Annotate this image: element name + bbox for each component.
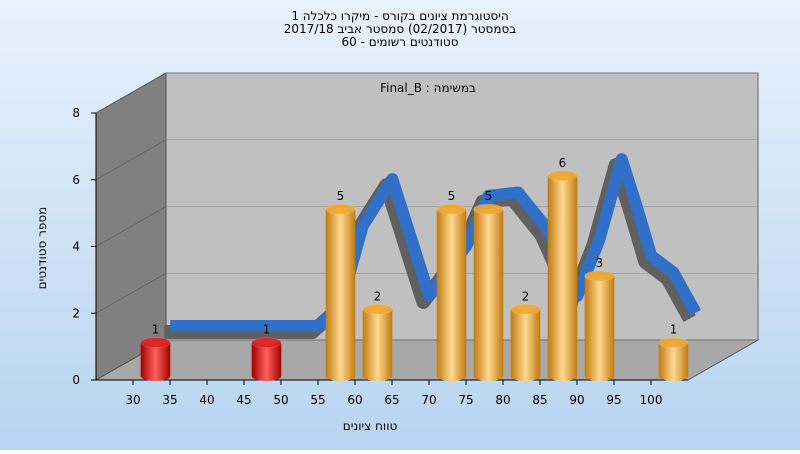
bar-base bbox=[658, 371, 689, 381]
x-tick-label: 50 bbox=[273, 393, 288, 407]
grid-line bbox=[95, 72, 167, 114]
bar-top bbox=[510, 303, 541, 315]
x-tick-label: 85 bbox=[532, 393, 547, 407]
title: היסטוגרמת ציונים בקורס - מיקרו כלכלה 1 ב… bbox=[284, 9, 516, 49]
subtitle: Final_B : במשימה bbox=[380, 81, 476, 95]
title-line: סטודנטים רשומים - 60 bbox=[341, 35, 458, 49]
grid-line bbox=[95, 139, 167, 181]
bar bbox=[140, 342, 171, 376]
bar-base bbox=[325, 371, 356, 381]
bar-base bbox=[473, 371, 504, 381]
bar-top bbox=[547, 170, 578, 182]
value-label: 1 bbox=[263, 323, 271, 337]
value-label: 3 bbox=[596, 256, 604, 270]
bar-top bbox=[658, 337, 689, 349]
title-line: היסטוגרמת ציונים בקורס - מיקרו כלכלה 1 bbox=[291, 9, 508, 23]
bar-base bbox=[251, 371, 282, 381]
value-label: 2 bbox=[374, 289, 382, 303]
x-tick-label: 30 bbox=[125, 393, 140, 407]
y-tick-label: 0 bbox=[72, 373, 80, 387]
bar-base bbox=[547, 371, 578, 381]
x-tick-label: 65 bbox=[384, 393, 399, 407]
y-tick-label: 6 bbox=[72, 173, 80, 187]
x-tick-label: 100 bbox=[640, 393, 663, 407]
bar-top bbox=[584, 270, 615, 282]
x-tick-label: 60 bbox=[347, 393, 362, 407]
grid-line bbox=[95, 206, 167, 247]
value-label: 6 bbox=[559, 156, 567, 170]
bar-base bbox=[510, 371, 541, 381]
bar-base bbox=[584, 371, 615, 381]
x-tick-label: 90 bbox=[569, 393, 584, 407]
bar-base bbox=[140, 371, 171, 381]
y-tick-label: 4 bbox=[72, 240, 80, 254]
bar-base bbox=[362, 371, 393, 381]
bar bbox=[584, 275, 615, 376]
bar-base bbox=[436, 371, 467, 381]
y-tick-label: 8 bbox=[72, 106, 80, 120]
value-label: 1 bbox=[670, 323, 678, 337]
bar bbox=[325, 209, 356, 376]
bar bbox=[473, 209, 504, 376]
bar bbox=[510, 309, 541, 376]
value-label: 5 bbox=[485, 189, 493, 203]
x-tick-label: 40 bbox=[199, 393, 214, 407]
value-label: 2 bbox=[522, 289, 530, 303]
x-tick-label: 95 bbox=[606, 393, 621, 407]
value-label: 5 bbox=[448, 189, 456, 203]
y-axis-label: מספר סטודנטים bbox=[35, 207, 49, 290]
title-line: בסמסטר (02/2017) סמסטר אביב 2017/18 bbox=[284, 22, 516, 36]
bar-top bbox=[140, 337, 171, 349]
x-tick-label: 75 bbox=[458, 393, 473, 407]
x-tick-label: 45 bbox=[236, 393, 251, 407]
bar bbox=[362, 309, 393, 376]
x-axis-label: טווח ציונים bbox=[343, 419, 398, 433]
bar-top bbox=[362, 303, 393, 315]
bar bbox=[251, 342, 282, 376]
bar-top bbox=[473, 203, 504, 215]
bar bbox=[436, 209, 467, 376]
bar bbox=[547, 175, 578, 376]
x-tick-label: 55 bbox=[310, 393, 325, 407]
value-label: 5 bbox=[337, 189, 345, 203]
x-tick-label: 35 bbox=[162, 393, 177, 407]
y-tick-label: 2 bbox=[72, 306, 80, 320]
curve bbox=[170, 153, 701, 332]
bar bbox=[658, 342, 689, 376]
x-tick-label: 80 bbox=[495, 393, 510, 407]
value-label: 1 bbox=[152, 323, 160, 337]
bar-top bbox=[251, 337, 282, 349]
bar-top bbox=[325, 203, 356, 215]
bar-top bbox=[436, 203, 467, 215]
x-tick-label: 70 bbox=[421, 393, 436, 407]
grid-line bbox=[95, 272, 167, 314]
